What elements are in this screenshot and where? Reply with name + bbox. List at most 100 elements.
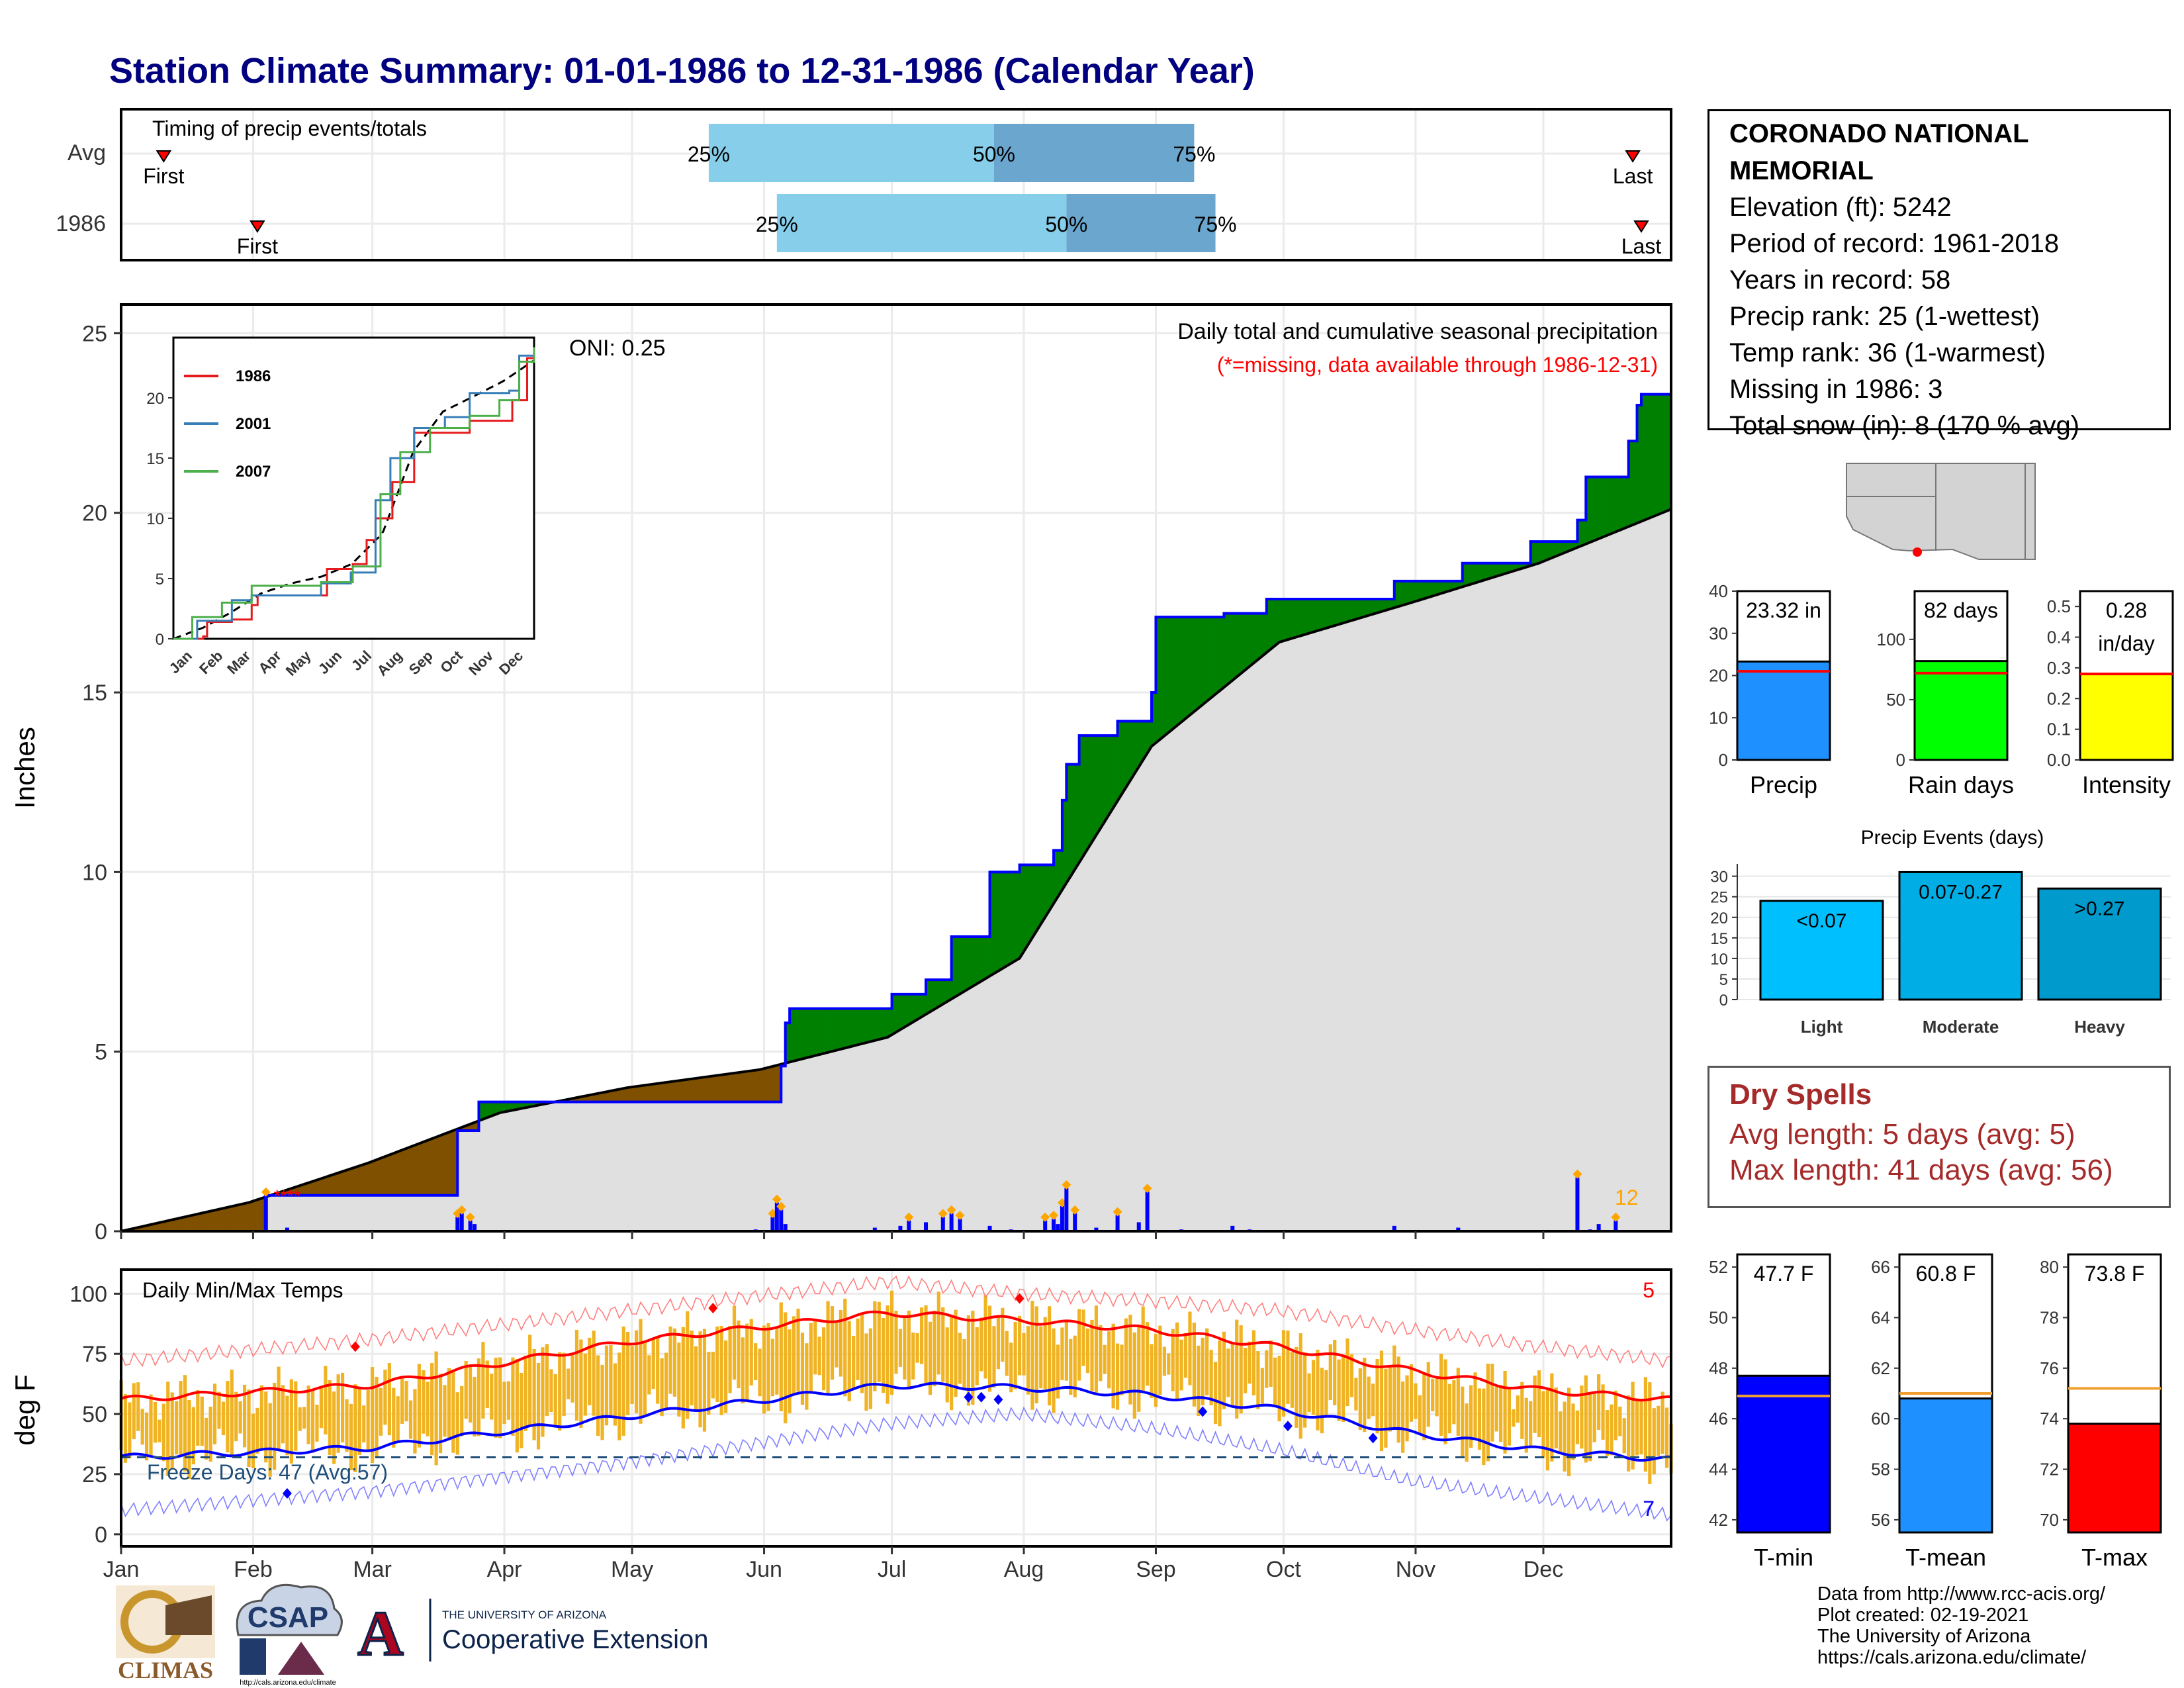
timing-pct-label: 75%	[1195, 212, 1237, 236]
daily-temp-bar	[1099, 1325, 1103, 1382]
dry-spells-title: Dry Spells	[1729, 1078, 1872, 1111]
daily-temp-bar	[830, 1306, 835, 1380]
daily-temp-bar	[506, 1381, 511, 1420]
bar-value-label: in/day	[2098, 632, 2154, 655]
station-info-box: CORONADO NATIONAL MEMORIAL Elevation (ft…	[1707, 109, 2171, 440]
daily-temp-bar	[1175, 1322, 1179, 1401]
daily-temp-bar	[1431, 1378, 1435, 1412]
events-bar	[1898, 870, 2023, 1001]
precip-departure-segment	[755, 1069, 760, 1102]
daily-temp-bar	[574, 1329, 579, 1421]
daily-temp-bar	[796, 1308, 800, 1392]
inset-ytick-label: 20	[146, 390, 164, 408]
daily-temp-bar	[264, 1391, 268, 1463]
map-region	[1846, 463, 2036, 560]
record-low-marker	[964, 1391, 974, 1403]
precip-departure-segment	[1662, 394, 1667, 514]
daily-temp-bar	[179, 1381, 183, 1456]
daily-temp-bar	[822, 1327, 826, 1391]
precip-departure-segment	[351, 1166, 356, 1196]
precip-departure-segment	[1313, 598, 1318, 633]
daily-temp-bar	[639, 1319, 643, 1424]
daily-temp-bar	[426, 1382, 430, 1436]
precip-departure-segment	[1611, 477, 1616, 534]
precip-departure-segment	[1641, 394, 1646, 522]
bar-ytick-label: 72	[2040, 1460, 2059, 1479]
precip-departure-segment	[1645, 394, 1651, 520]
credit-org: The University of Arizona	[1817, 1626, 2031, 1647]
timing-last-label: Last	[1621, 234, 1662, 258]
daily-temp-bar	[1490, 1364, 1494, 1442]
location-map	[1840, 460, 2042, 566]
daily-temp-bar	[196, 1389, 200, 1446]
bar-value-label: 23.32 in	[1746, 598, 1821, 622]
daily-temp-bar	[1001, 1307, 1005, 1362]
timing-panel: 25% 50% 75% First Last 25% 50% 75% First Last Tim…	[56, 108, 1672, 261]
events-bar-label: 0.07-0.27	[1919, 881, 2003, 903]
precip-departure-segment	[985, 936, 990, 979]
temp-xtick-label: Oct	[1266, 1557, 1301, 1582]
daily-temp-bar	[324, 1366, 328, 1434]
daily-temp-bar	[1048, 1306, 1052, 1406]
daily-temp-bar	[966, 1315, 970, 1406]
precip-departure-segment	[1598, 477, 1604, 539]
daily-temp-bar	[634, 1330, 639, 1413]
precip-departure-segment	[1590, 477, 1595, 543]
heavy-day-marker	[1070, 1205, 1080, 1215]
temp-xtick-label: Dec	[1524, 1557, 1563, 1582]
precip-departure-segment	[248, 1201, 253, 1232]
daily-temp-bar	[558, 1352, 562, 1431]
record-high-marker	[350, 1341, 360, 1352]
daily-temp-bar	[766, 1323, 770, 1411]
station-elevation: Elevation (ft): 5242	[1729, 193, 1952, 222]
daily-temp-bar	[1524, 1397, 1528, 1453]
daily-temp-bar	[1456, 1368, 1460, 1436]
daily-temp-bar	[996, 1315, 1001, 1370]
heavy-day-marker	[955, 1211, 965, 1221]
inset-line-2001	[173, 354, 535, 640]
inset-normal-line	[173, 359, 535, 640]
daily-temp-bar	[1465, 1403, 1469, 1462]
precip-departure-segment	[1040, 865, 1046, 925]
daily-temp-bar	[1384, 1368, 1388, 1448]
daily-temp-bar	[1043, 1317, 1047, 1389]
precip-departure-segment	[427, 1138, 432, 1196]
daily-temp-bar	[1627, 1395, 1631, 1472]
precip-departure-segment	[713, 1075, 718, 1102]
temp-ytick-label: 0	[95, 1523, 107, 1548]
bar-ytick-label: 48	[1709, 1358, 1728, 1378]
ua-logo: A THE UNIVERSITY OF ARIZONA Cooperative …	[357, 1597, 709, 1670]
dry-spells-max: Max length: 41 days (avg: 56)	[1729, 1154, 2113, 1186]
daily-temp-bar	[1422, 1373, 1426, 1440]
timing-first-marker	[156, 150, 172, 163]
daily-temp-bar	[1435, 1376, 1439, 1417]
precip-departure-segment	[836, 1008, 841, 1051]
daily-temp-bar	[1026, 1326, 1030, 1395]
daily-temp-bar	[1060, 1327, 1064, 1380]
daily-temp-bar	[1614, 1390, 1617, 1440]
events-ytick-label: 0	[1719, 992, 1728, 1009]
timing-first-label: First	[237, 234, 278, 258]
bar-value-label: 60.8 F	[1916, 1262, 1976, 1286]
precip-departure-segment	[721, 1074, 726, 1102]
precip-departure-segment	[674, 1080, 680, 1102]
daily-temp-bar	[924, 1305, 928, 1383]
daily-temp-bar	[1571, 1403, 1575, 1460]
precip-departure-segment	[862, 1008, 867, 1045]
precip-departure-segment	[1194, 616, 1199, 712]
temp-frame	[120, 1268, 1672, 1548]
daily-temp-bar	[877, 1301, 881, 1382]
precip-departure-segment	[841, 1008, 846, 1050]
daily-temp-bar	[434, 1351, 438, 1466]
daily-temp-bar	[289, 1379, 293, 1464]
events-ytick-label: 30	[1710, 868, 1728, 886]
precip-departure-segment	[1074, 764, 1079, 870]
events-ytick-label: 15	[1710, 930, 1728, 948]
daily-temp-bar	[1648, 1382, 1652, 1484]
station-temp-rank: Temp rank: 36 (1-warmest)	[1729, 338, 2046, 367]
inset-ytick-label: 10	[146, 510, 164, 528]
timing-bar-lower	[776, 194, 1067, 252]
temp-ytick-label: 75	[82, 1342, 107, 1367]
precip-departure-segment	[636, 1085, 641, 1102]
daily-temp-bar	[268, 1403, 272, 1477]
